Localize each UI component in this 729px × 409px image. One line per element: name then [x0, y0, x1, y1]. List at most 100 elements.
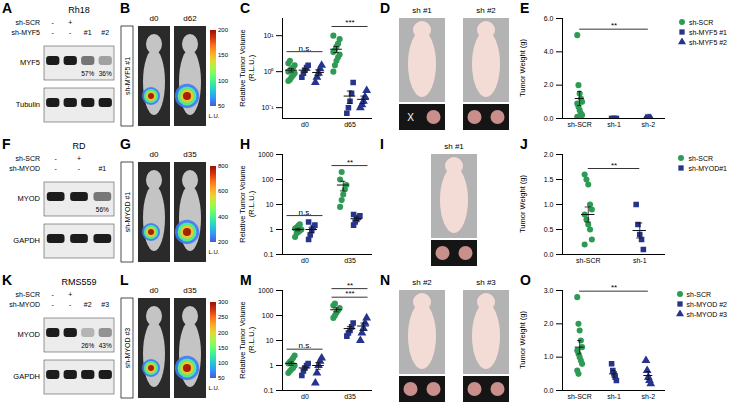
svg-text:0.1: 0.1 [264, 251, 274, 258]
svg-text:RMS559: RMS559 [61, 277, 96, 287]
svg-text:sh-SCR: sh-SCR [576, 257, 601, 264]
svg-text:+: + [68, 291, 72, 298]
svg-text:#3: #3 [101, 301, 109, 308]
svg-text:6.0: 6.0 [544, 15, 554, 22]
svg-text:-: - [78, 165, 81, 172]
svg-text:+: + [77, 155, 81, 162]
svg-text:1.0: 1.0 [544, 353, 554, 360]
svg-text:150: 150 [218, 52, 229, 58]
svg-text:sh-MYOD: sh-MYOD [9, 165, 40, 172]
svg-text:Rh18: Rh18 [68, 5, 90, 15]
svg-text:sh-MYOD: sh-MYOD [9, 301, 40, 308]
svg-text:sh-SCR: sh-SCR [15, 291, 40, 298]
svg-text:sh-1: sh-1 [607, 121, 621, 128]
svg-text:50: 50 [218, 375, 225, 381]
svg-text:GAPDH: GAPDH [13, 372, 40, 381]
svg-text:MYOD: MYOD [18, 330, 41, 339]
svg-text:-: - [54, 155, 57, 162]
svg-text:36%: 36% [99, 70, 112, 77]
svg-text:sh-2: sh-2 [642, 121, 656, 128]
svg-text:sh-SCR: sh-SCR [567, 393, 592, 400]
svg-text:4.0: 4.0 [544, 48, 554, 55]
svg-text:sh-MYF5 #1: sh-MYF5 #1 [124, 57, 131, 95]
svg-text:150: 150 [218, 345, 229, 351]
svg-text:1.0: 1.0 [544, 201, 554, 208]
svg-text:0.1: 0.1 [264, 387, 274, 394]
svg-text:***: *** [345, 18, 354, 27]
svg-text:-: - [69, 29, 72, 36]
svg-text:600: 600 [218, 188, 229, 194]
svg-text:sh-MYOD #1: sh-MYOD #1 [124, 192, 131, 233]
svg-text:**: ** [347, 281, 353, 290]
svg-text:2.0: 2.0 [544, 81, 554, 88]
svg-text:RD: RD [73, 141, 86, 151]
svg-text:250: 250 [218, 314, 229, 320]
svg-text:100: 100 [262, 312, 274, 319]
svg-text:**: ** [347, 158, 353, 167]
svg-text:d0: d0 [301, 121, 309, 128]
svg-text:sh-SCR: sh-SCR [15, 155, 40, 162]
svg-text:+: + [68, 19, 72, 26]
svg-text:L.U.: L.U. [208, 113, 219, 119]
svg-text:0.0: 0.0 [544, 115, 554, 122]
svg-text:d35: d35 [344, 393, 356, 400]
svg-text:L.U.: L.U. [208, 385, 219, 391]
svg-text:43%: 43% [99, 342, 112, 349]
svg-text:d65: d65 [344, 121, 356, 128]
svg-text:sh #1: sh #1 [444, 142, 464, 151]
svg-text:sh #1: sh #1 [412, 6, 432, 15]
svg-text:100: 100 [218, 78, 229, 84]
svg-text:26%: 26% [81, 342, 94, 349]
svg-text:3.0: 3.0 [544, 287, 554, 294]
svg-text:-: - [52, 29, 55, 36]
svg-text:#1: #1 [98, 165, 106, 172]
svg-text:d35: d35 [183, 150, 197, 159]
svg-text:100: 100 [218, 360, 229, 366]
svg-text:200: 200 [218, 330, 229, 336]
svg-text:sh-1: sh-1 [633, 257, 647, 264]
svg-text:sh-1: sh-1 [607, 393, 621, 400]
svg-text:-: - [52, 19, 55, 26]
svg-text:sh #2: sh #2 [412, 278, 432, 287]
svg-text:200: 200 [218, 239, 229, 245]
svg-text:10⁻¹: 10⁻¹ [261, 104, 274, 111]
svg-text:n.s.: n.s. [299, 44, 312, 53]
svg-text:d0: d0 [301, 393, 309, 400]
svg-text:200: 200 [218, 27, 229, 33]
svg-text:0.5: 0.5 [544, 226, 554, 233]
svg-text:sh-SCR: sh-SCR [567, 121, 592, 128]
svg-text:**: ** [611, 283, 617, 292]
svg-text:sh-MYF5: sh-MYF5 [12, 29, 41, 36]
svg-text:d62: d62 [183, 14, 197, 23]
svg-text:10⁰: 10⁰ [264, 68, 275, 75]
svg-text:#2: #2 [84, 301, 92, 308]
svg-text:0.0: 0.0 [544, 251, 554, 258]
svg-text:56%: 56% [96, 206, 109, 213]
svg-text:0.0: 0.0 [544, 387, 554, 394]
svg-text:sh-SCR: sh-SCR [15, 19, 40, 26]
svg-text:1: 1 [270, 362, 274, 369]
svg-text:-: - [69, 301, 72, 308]
svg-text:sh #2: sh #2 [476, 6, 496, 15]
svg-text:50: 50 [218, 103, 225, 109]
svg-text:300: 300 [218, 299, 229, 305]
svg-text:1: 1 [270, 226, 274, 233]
svg-text:GAPDH: GAPDH [13, 236, 40, 245]
svg-text:1000: 1000 [258, 151, 274, 158]
svg-text:***: *** [345, 289, 354, 298]
svg-text:d35: d35 [183, 286, 197, 295]
svg-text:#2: #2 [101, 29, 109, 36]
svg-text:800: 800 [218, 163, 229, 169]
svg-text:#1: #1 [84, 29, 92, 36]
svg-text:d0: d0 [301, 257, 309, 264]
svg-text:sh #3: sh #3 [476, 278, 496, 287]
svg-text:sh-MYOD #3: sh-MYOD #3 [124, 328, 131, 369]
svg-text:100: 100 [262, 176, 274, 183]
svg-text:d0: d0 [150, 286, 159, 295]
svg-text:-: - [52, 301, 55, 308]
svg-text:-: - [52, 291, 55, 298]
svg-text:MYF5: MYF5 [20, 58, 40, 67]
svg-text:d35: d35 [344, 257, 356, 264]
svg-text:1.5: 1.5 [544, 176, 554, 183]
svg-text:X: X [407, 112, 414, 123]
